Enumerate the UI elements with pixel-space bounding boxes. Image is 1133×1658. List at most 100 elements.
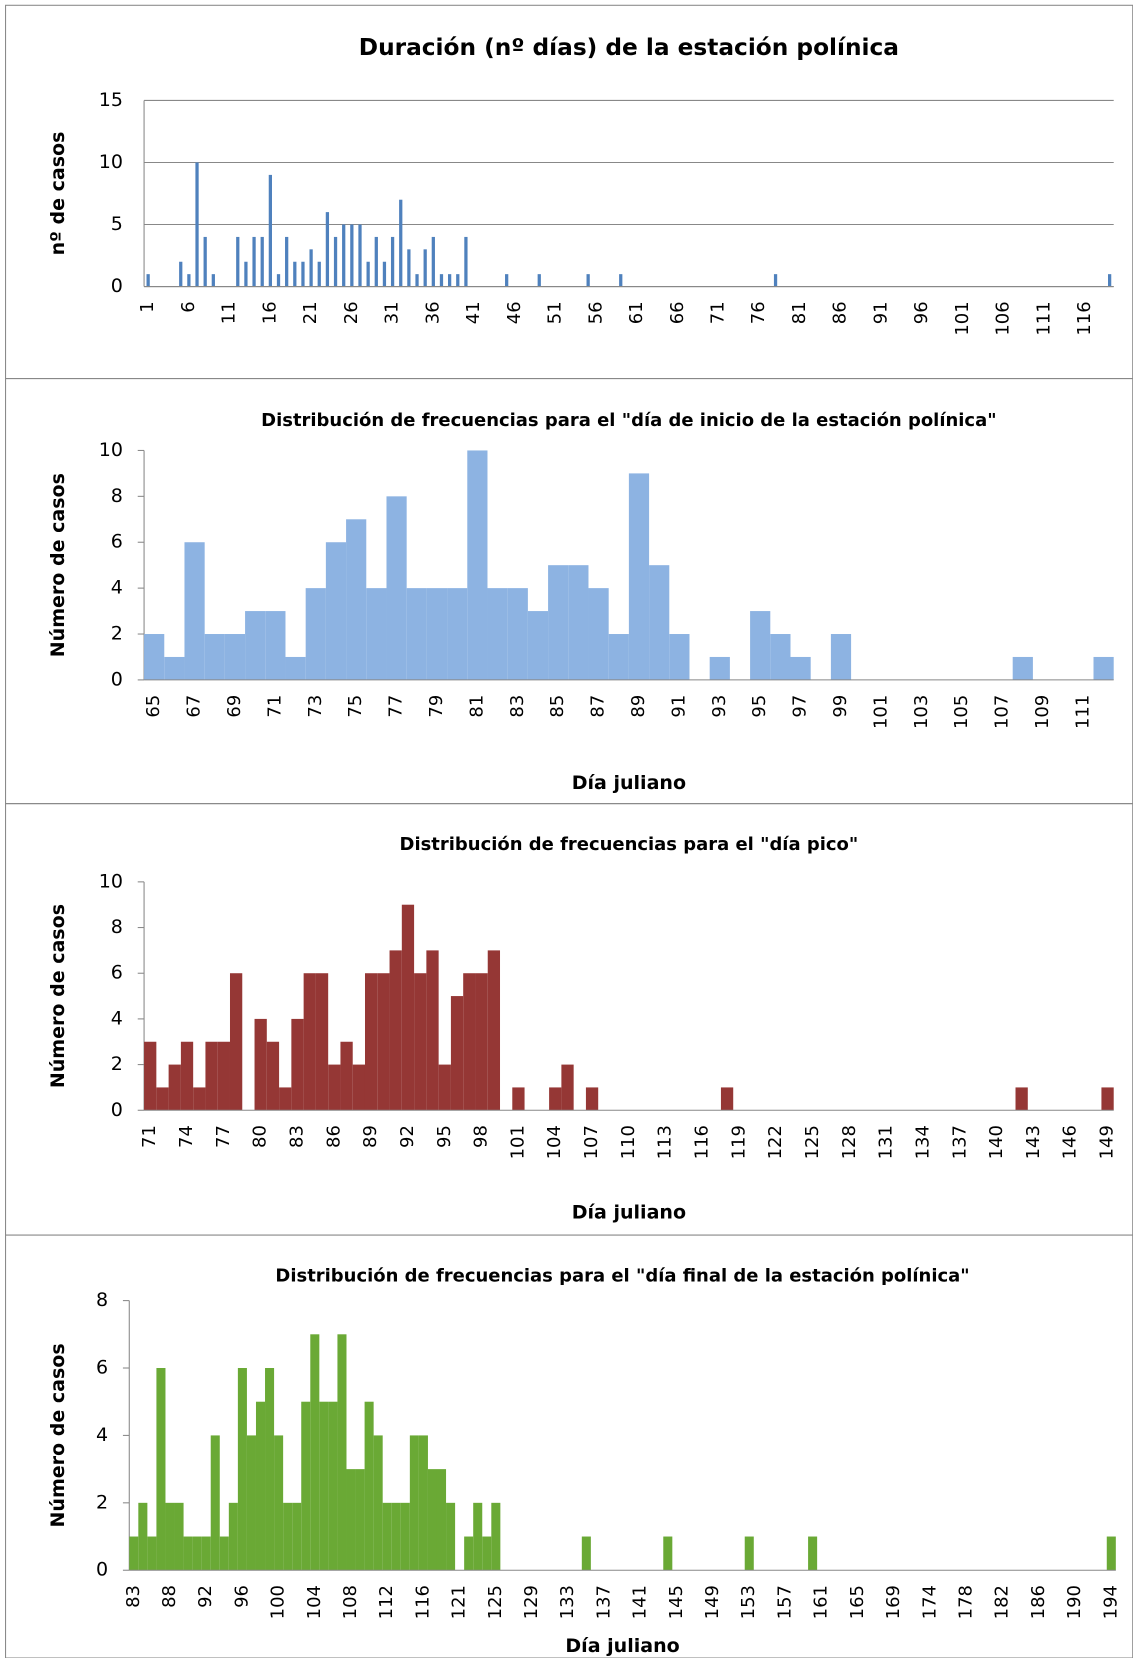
- bar: [1015, 1087, 1028, 1111]
- x-tick-label: 73: [305, 695, 326, 718]
- x-tick-label: 122: [765, 1125, 786, 1159]
- bar: [265, 611, 286, 680]
- bar: [364, 1401, 374, 1571]
- x-tick-label: 116: [692, 1125, 713, 1159]
- bar: [709, 656, 730, 680]
- bar: [586, 274, 590, 287]
- bar: [561, 1064, 574, 1111]
- bar: [193, 1087, 206, 1111]
- x-tick-label: 119: [728, 1125, 749, 1159]
- bar: [219, 1536, 229, 1571]
- bar: [581, 1536, 591, 1571]
- y-tick-label: 10: [99, 870, 123, 892]
- x-tick-label: 101: [870, 695, 891, 729]
- x-tick-label: 88: [159, 1585, 180, 1608]
- x-tick-label: 92: [397, 1125, 418, 1148]
- bar: [364, 973, 378, 1111]
- bar: [374, 236, 378, 287]
- x-tick-label: 46: [504, 301, 525, 324]
- x-tick-label: 140: [986, 1125, 1007, 1159]
- bar: [401, 904, 415, 1111]
- x-tick-label: 125: [485, 1585, 506, 1619]
- x-tick-label: 111: [1072, 695, 1093, 729]
- x-tick-label: 143: [1023, 1125, 1044, 1159]
- y-tick-label: 0: [111, 1099, 123, 1121]
- bar: [549, 1087, 562, 1111]
- x-tick-label: 109: [1032, 695, 1053, 729]
- y-tick-label: 15: [99, 89, 123, 111]
- x-tick-label: 113: [655, 1125, 676, 1159]
- x-tick-label: 169: [883, 1585, 904, 1619]
- bar: [228, 1502, 238, 1571]
- bar: [309, 249, 313, 287]
- x-tick-label: 194: [1100, 1585, 1121, 1619]
- x-tick-label: 71: [264, 695, 285, 718]
- y-axis-title: nº de casos: [47, 132, 69, 256]
- bar: [548, 565, 569, 680]
- bar: [447, 274, 452, 287]
- bar: [325, 542, 347, 680]
- x-tick-label: 149: [1097, 1125, 1118, 1159]
- y-tick-label: 2: [111, 623, 123, 645]
- bar: [464, 236, 468, 287]
- x-tick-label: 161: [811, 1585, 832, 1619]
- bar: [407, 249, 411, 287]
- bar: [195, 162, 199, 287]
- bar: [255, 1401, 266, 1571]
- bar: [464, 1536, 474, 1571]
- bar: [507, 588, 528, 680]
- bar: [366, 261, 370, 287]
- x-tick-label: 131: [876, 1125, 897, 1159]
- x-tick-label: 93: [709, 695, 730, 718]
- bar: [291, 1018, 304, 1111]
- x-tick-label: 67: [184, 695, 205, 718]
- bar: [431, 236, 435, 287]
- x-axis-title: Día juliano: [565, 1635, 679, 1657]
- x-tick-label: 146: [1060, 1125, 1081, 1159]
- x-tick-label: 86: [323, 1125, 344, 1148]
- bar: [129, 1536, 139, 1571]
- bar: [346, 1469, 356, 1571]
- x-tick-label: 56: [585, 301, 606, 324]
- x-tick-label: 157: [774, 1585, 795, 1619]
- x-tick-label: 121: [449, 1585, 470, 1619]
- x-tick-label: 89: [628, 695, 649, 718]
- y-tick-label: 5: [111, 213, 123, 235]
- x-tick-label: 137: [593, 1585, 614, 1619]
- y-tick-label: 0: [111, 275, 123, 297]
- x-tick-label: 186: [1028, 1585, 1049, 1619]
- bar: [527, 611, 549, 680]
- x-tick-label: 41: [463, 301, 484, 324]
- x-tick-label: 26: [341, 301, 362, 324]
- bar: [463, 973, 476, 1111]
- x-tick-label: 107: [992, 695, 1013, 729]
- bar: [750, 611, 771, 680]
- bar: [487, 950, 501, 1111]
- bar: [537, 274, 541, 287]
- x-tick-label: 65: [143, 695, 164, 718]
- bar: [628, 473, 650, 680]
- x-tick-label: 81: [466, 695, 487, 718]
- bar: [505, 274, 509, 287]
- bar: [310, 1334, 320, 1571]
- y-tick-label: 2: [96, 1491, 108, 1513]
- y-tick-label: 0: [111, 668, 123, 690]
- x-tick-label: 174: [919, 1585, 940, 1619]
- bar: [164, 656, 185, 680]
- bar: [328, 1401, 338, 1571]
- bar: [156, 1087, 169, 1111]
- x-tick-label: 111: [1033, 301, 1054, 335]
- bar: [245, 611, 266, 680]
- x-tick-label: 95: [434, 1125, 455, 1148]
- y-tick-label: 8: [96, 1289, 108, 1311]
- x-tick-label: 89: [360, 1125, 381, 1148]
- bar: [203, 236, 207, 287]
- bar: [180, 1041, 194, 1111]
- chart-title: Distribución de frecuencias para el "día…: [275, 1265, 969, 1286]
- x-tick-label: 110: [618, 1125, 639, 1159]
- x-tick-label: 96: [231, 1585, 252, 1608]
- bar: [165, 1502, 175, 1571]
- y-axis-title: Número de casos: [47, 904, 69, 1088]
- bar: [217, 1041, 230, 1111]
